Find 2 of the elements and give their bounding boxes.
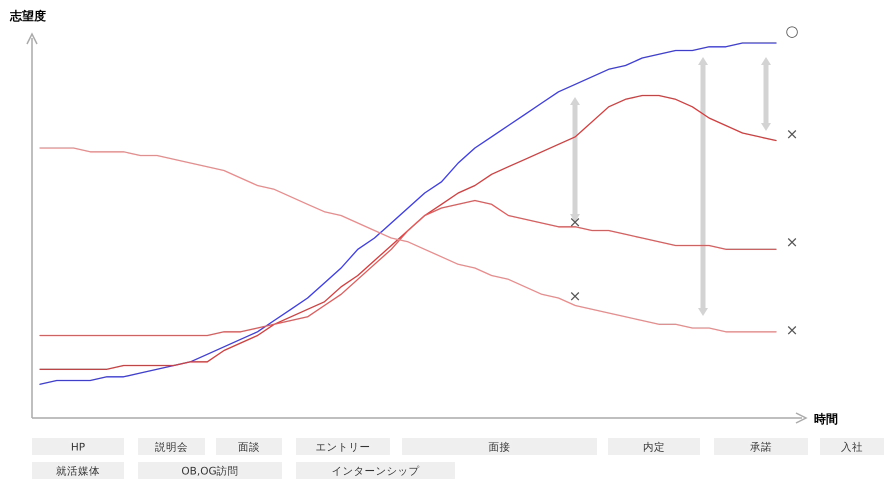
x-axis-title: 時間 (814, 412, 838, 426)
y-axis-title: 志望度 (9, 9, 46, 23)
